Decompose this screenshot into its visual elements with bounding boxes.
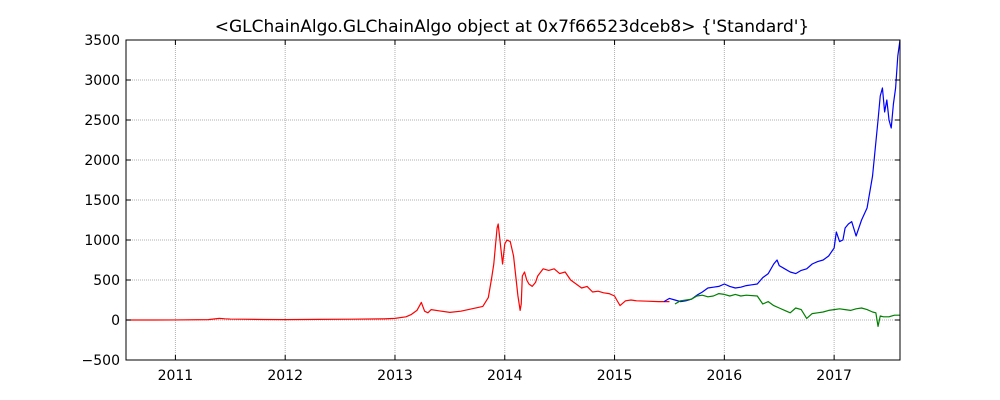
chart-title: <GLChainAlgo.GLChainAlgo object at 0x7f6… (215, 17, 809, 37)
y-tick-label: 2000 (84, 153, 120, 169)
series-line-2 (663, 40, 900, 303)
grid (126, 39, 900, 361)
y-tick-label: 2500 (84, 113, 120, 129)
axis-ticks: 2011 2012 2013 2014 2015 2016 2017 −500 0 500 1000… (82, 33, 900, 384)
y-tick-label: 500 (93, 273, 120, 289)
x-tick-label: 2012 (267, 368, 303, 384)
series-line-1 (126, 223, 670, 321)
y-tick-label: 0 (111, 313, 120, 329)
y-tick-label: 3500 (84, 33, 120, 49)
y-tick-label: 1000 (84, 233, 120, 249)
y-tick-label: 1500 (84, 193, 120, 209)
x-tick-label: 2016 (707, 368, 743, 384)
x-tick-label: 2015 (597, 368, 633, 384)
x-tick-label: 2013 (377, 368, 413, 384)
y-tick-label: 3000 (84, 73, 120, 89)
series-line-3 (674, 293, 900, 327)
y-tick-label: −500 (82, 353, 120, 369)
x-tick-label: 2011 (158, 368, 194, 384)
x-tick-label: 2014 (487, 368, 523, 384)
x-tick-label: 2017 (816, 368, 852, 384)
plot-area (126, 40, 900, 327)
